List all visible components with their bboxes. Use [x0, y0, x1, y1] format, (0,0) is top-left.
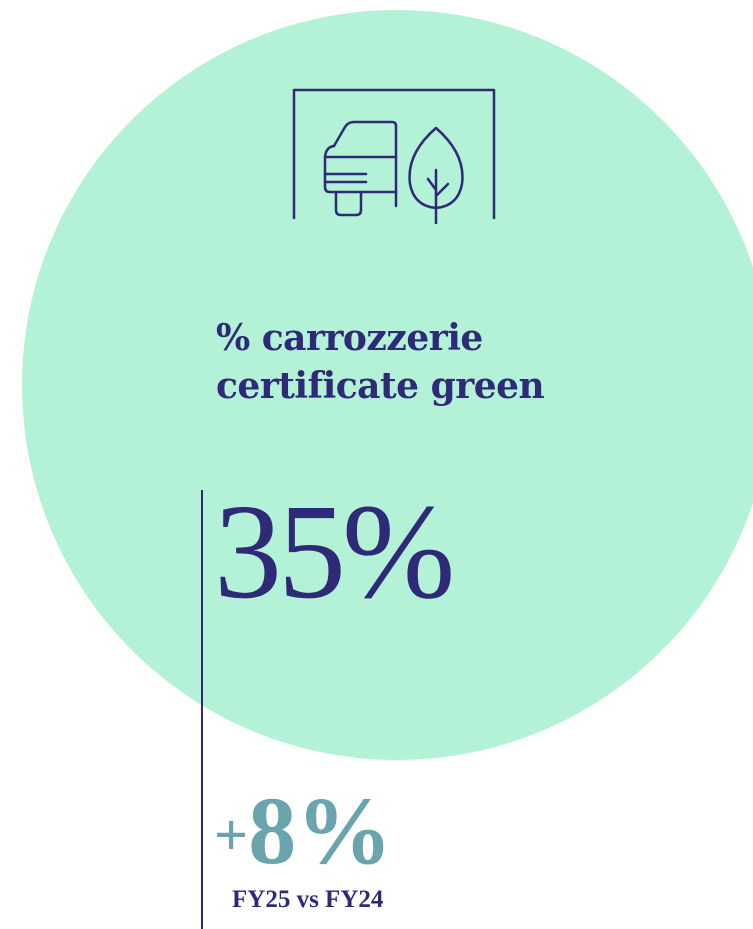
kpi-title: % carrozzerie certificate green [216, 314, 676, 410]
comparison-label: FY25 vs FY24 [232, 886, 384, 913]
kpi-title-line-2: certificate green [216, 365, 545, 407]
background-circle [22, 10, 753, 760]
delta-value: 8% [248, 777, 393, 884]
kpi-value: 35% [214, 477, 455, 627]
kpi-delta: +8% [214, 783, 392, 904]
delta-sign: + [214, 802, 249, 868]
car-leaf-icon [288, 84, 500, 224]
divider-line [201, 490, 203, 929]
kpi-title-line-1: % carrozzerie [216, 317, 483, 359]
